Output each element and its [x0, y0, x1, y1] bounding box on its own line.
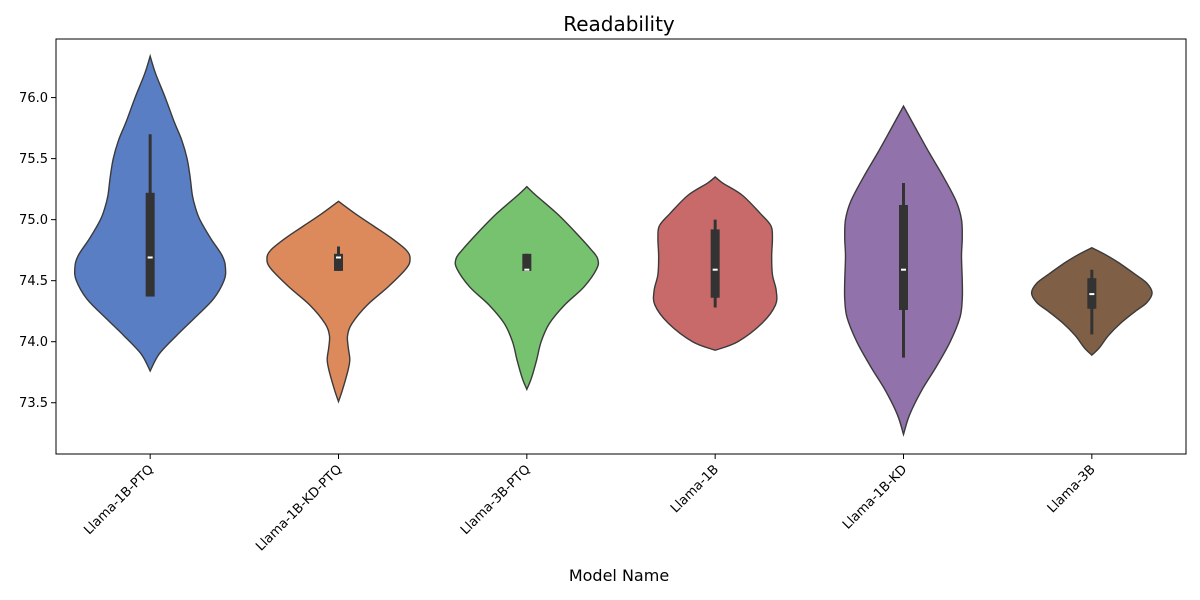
violins-layer	[73, 53, 1153, 437]
violin-body	[266, 200, 411, 404]
x-tick-label: Llama-1B-KD	[840, 462, 910, 532]
x-tick-label: Llama-3B	[1045, 462, 1099, 516]
violin-llama-1b-kd-ptq	[266, 200, 411, 404]
violin-median	[336, 256, 341, 259]
y-tick-label: 74.5	[19, 274, 48, 289]
violin-llama-1b-ptq	[73, 53, 227, 373]
x-tick-label: Llama-1B-PTQ	[81, 462, 157, 538]
y-tick-label: 75.5	[19, 152, 48, 167]
violin-llama-3b-ptq	[454, 185, 600, 392]
y-tick-label: 73.5	[19, 396, 48, 411]
y-tick-label: 75.0	[19, 213, 48, 228]
y-axis: 73.5 74.0 74.5 75.0 75.5 76.0	[19, 91, 56, 411]
violin-llama-1b-kd	[843, 104, 964, 437]
y-tick-label: 76.0	[19, 91, 48, 106]
violin-iqr-box	[899, 205, 908, 310]
violin-median	[712, 268, 718, 271]
x-axis-label: Model Name	[569, 566, 669, 585]
x-tick-label: Llama-1B	[668, 462, 722, 516]
violin-median	[147, 256, 153, 259]
x-tick-label: Llama-3B-PTQ	[458, 462, 534, 538]
y-tick-label: 74.0	[19, 335, 48, 350]
x-axis: Llama-1B-PTQ Llama-1B-KD-PTQ Llama-3B-PTQ L…	[81, 454, 1099, 554]
violin-iqr-box	[334, 253, 343, 271]
violin-median	[524, 268, 530, 271]
x-tick-label: Llama-1B-KD-PTQ	[253, 462, 345, 554]
violin-iqr-box	[710, 229, 720, 298]
chart-title: Readability	[563, 12, 675, 36]
violin-median	[901, 268, 906, 271]
violin-iqr-box	[145, 192, 155, 297]
violin-llama-1b	[652, 176, 778, 351]
plot-frame	[55, 38, 1187, 455]
violin-iqr-box	[522, 253, 532, 271]
violin-llama-3b	[1030, 246, 1153, 357]
violin-median	[1089, 293, 1095, 296]
violin-body	[454, 185, 600, 392]
